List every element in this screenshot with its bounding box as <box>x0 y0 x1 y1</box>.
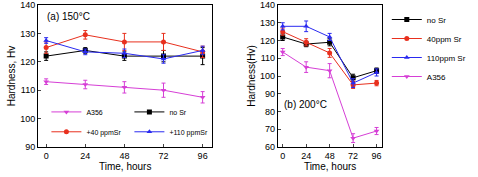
svg-text:96: 96 <box>372 151 382 161</box>
svg-text:+110 ppmSr: +110 ppmSr <box>169 129 207 137</box>
svg-text:48: 48 <box>119 151 129 161</box>
svg-text:24: 24 <box>301 151 311 161</box>
svg-text:(b) 200°C: (b) 200°C <box>284 99 327 110</box>
svg-text:110: 110 <box>261 53 275 63</box>
svg-text:no Sr: no Sr <box>169 109 186 116</box>
svg-text:+40 ppmSr: +40 ppmSr <box>86 129 121 137</box>
svg-text:100: 100 <box>20 114 35 124</box>
svg-text:100: 100 <box>260 71 275 81</box>
svg-text:no Sr: no Sr <box>427 16 446 25</box>
svg-text:Time, hours: Time, hours <box>304 161 356 172</box>
svg-text:Hardness(Hv): Hardness(Hv) <box>246 45 257 107</box>
svg-text:70: 70 <box>265 124 275 134</box>
svg-text:(a) 150°C: (a) 150°C <box>47 11 90 22</box>
svg-text:40ppm Sr: 40ppm Sr <box>427 35 462 44</box>
svg-text:110: 110 <box>21 85 35 95</box>
svg-text:A356: A356 <box>427 73 446 82</box>
svg-text:90: 90 <box>25 142 35 152</box>
svg-text:0: 0 <box>280 151 285 161</box>
svg-text:90: 90 <box>265 89 275 99</box>
svg-text:130: 130 <box>20 29 35 39</box>
svg-text:72: 72 <box>348 151 358 161</box>
svg-text:Time, hours: Time, hours <box>99 161 151 172</box>
svg-text:140: 140 <box>20 0 35 10</box>
svg-text:24: 24 <box>80 151 90 161</box>
svg-text:80: 80 <box>265 107 275 117</box>
svg-text:0: 0 <box>44 151 49 161</box>
svg-text:120: 120 <box>260 36 275 46</box>
svg-text:130: 130 <box>260 18 275 28</box>
svg-text:110ppm Sr: 110ppm Sr <box>427 54 466 63</box>
svg-text:120: 120 <box>20 57 35 67</box>
svg-text:Hardness, Hv: Hardness, Hv <box>6 46 17 107</box>
svg-text:96: 96 <box>198 151 208 161</box>
svg-text:140: 140 <box>260 0 275 10</box>
svg-text:48: 48 <box>325 151 335 161</box>
svg-text:72: 72 <box>158 151 168 161</box>
svg-text:60: 60 <box>265 142 275 152</box>
svg-text:A356: A356 <box>86 109 102 116</box>
